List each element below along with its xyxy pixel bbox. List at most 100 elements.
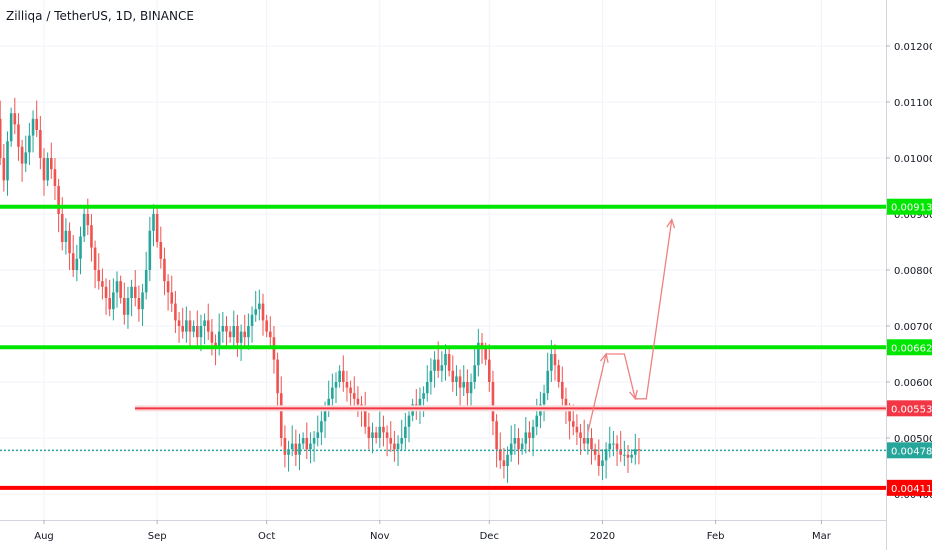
candle-down [243,331,247,338]
candle-down [261,303,265,321]
candle-up [320,421,323,433]
candle-down [451,370,455,382]
projection-path [587,219,673,433]
candle-down [294,443,298,455]
candle-up [290,443,294,450]
candle-down [166,281,170,293]
candle-down [20,146,24,164]
candle-up [429,370,433,382]
candle-up [612,443,615,445]
candle-up [31,118,35,136]
candle-down [42,158,46,181]
price-tick-label: 0.00600 [894,378,932,389]
candle-up [115,281,119,293]
candle-up [46,158,49,181]
candle-up [520,443,524,450]
candle-down [228,331,232,338]
candle-down [484,348,487,360]
candle-up [254,309,257,315]
time-tick-label: Dec [480,531,499,542]
candle-down [352,393,356,399]
candle-up [309,443,312,450]
candle-down [575,426,579,433]
candle-down [206,320,210,332]
candle-down [488,359,491,382]
candle-up [327,398,330,410]
candle-down [342,370,345,382]
candle-down [39,130,42,158]
candle-down [557,365,560,382]
candle-down [626,454,630,458]
candle-down [363,410,367,427]
candle-up [473,365,476,382]
candle-up [64,230,68,242]
projection-arrowhead [629,389,638,401]
candle-down [188,320,192,332]
candle-up [400,438,403,444]
candle-up [75,258,79,270]
candle-down [97,270,101,282]
level-price-badge [887,198,932,215]
candle-down [57,186,60,214]
candle-down [637,449,641,451]
level-price-label: 0.00411 [891,484,932,495]
candle-down [269,331,272,338]
price-tick-label: 0.00800 [894,266,932,277]
candle-up [477,342,480,366]
level-price-badge [887,479,932,496]
candle-down [133,286,137,298]
candle-down [137,298,141,310]
candle-up [199,326,203,338]
candle-down [385,432,389,438]
candle-up [250,314,254,326]
candle-up [623,454,626,456]
candle-up [425,382,429,394]
candle-down [553,354,557,366]
candle-up [203,320,206,326]
candle-up [407,415,411,427]
candle-up [542,393,546,405]
candle-down [60,214,64,242]
candle-up [316,432,320,438]
candle-down [374,432,378,438]
candle-down [279,393,283,438]
candle-down [571,421,575,427]
chart-title: Zilliqa / TetherUS, 1D, BINANCE [6,9,194,23]
candle-down [108,298,111,310]
candle-up [258,303,261,310]
level-price-badge [887,400,932,417]
candle-up [396,443,400,450]
candle-up [312,438,316,444]
candle-down [265,320,268,332]
candle-up [506,454,509,466]
candle-down [568,410,571,422]
candle-up [79,236,82,259]
candle-up [601,460,604,466]
candle-down [349,387,352,394]
candle-down [582,438,586,444]
time-tick-label: Aug [34,531,54,542]
candle-down [561,382,564,399]
time-tick-label: Oct [258,531,275,542]
candle-up [141,292,144,310]
candle-down [196,326,199,338]
candle-up [24,152,28,164]
candle-down [579,432,582,438]
level-price-label: 0.00478 [891,446,932,457]
candle-down [517,438,520,450]
candle-down [50,158,53,170]
price-tick-label: 0.00900 [894,210,932,221]
candle-up [334,382,338,388]
candle-down [13,113,17,125]
candle-down [491,382,495,422]
candle-up [444,354,447,366]
candle-up [371,432,374,438]
candle-down [170,292,174,304]
candle-up [546,370,549,394]
candle-up [608,443,612,450]
candle-down [181,326,184,332]
candle-down [345,382,349,388]
candle-down [502,460,506,466]
candle-down [174,303,177,321]
